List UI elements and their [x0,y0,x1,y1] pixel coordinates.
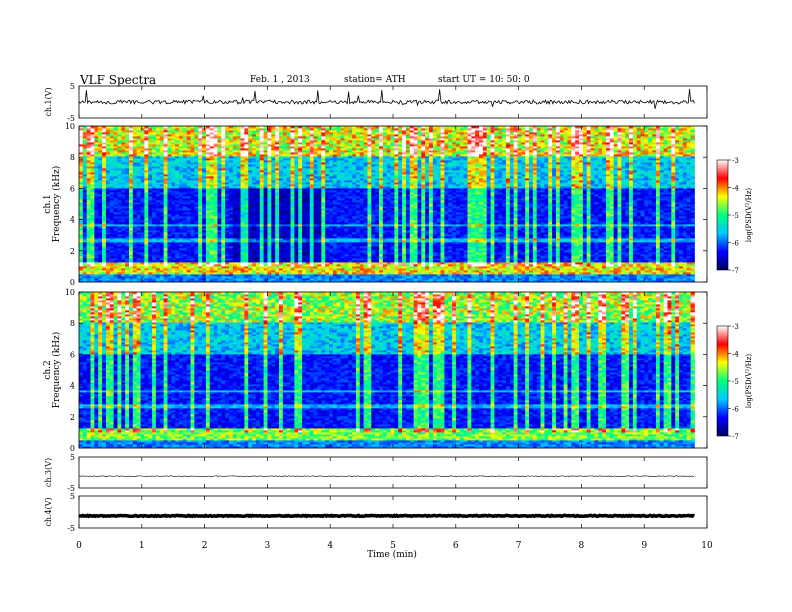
figure-title: VLF Spectra [79,73,156,87]
vlf-spectra-figure: VLF Spectra Feb. 1 , 2013 station= ATH s… [0,0,792,612]
date-label: Feb. 1 , 2013 [250,75,310,85]
ch1-spectrogram [79,126,707,282]
station-label: station= ATH [344,75,406,85]
start-time-label: start UT = 10: 50: 0 [438,75,530,85]
